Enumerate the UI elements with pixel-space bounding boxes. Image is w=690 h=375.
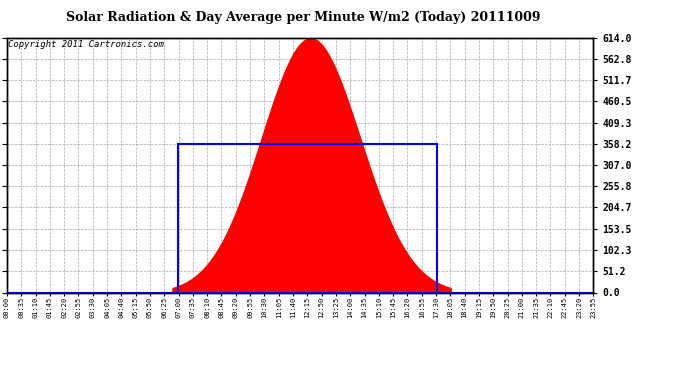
Text: Copyright 2011 Cartronics.com: Copyright 2011 Cartronics.com (8, 40, 164, 49)
Text: Solar Radiation & Day Average per Minute W/m2 (Today) 20111009: Solar Radiation & Day Average per Minute… (66, 11, 541, 24)
Bar (178, 144, 437, 292)
